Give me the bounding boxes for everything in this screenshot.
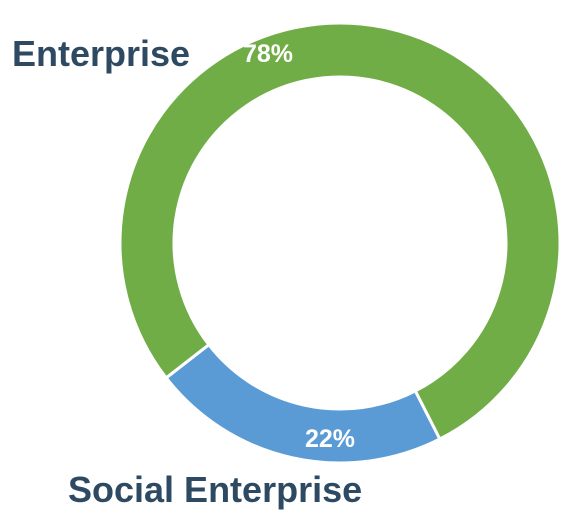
category-label-enterprise: Enterprise bbox=[12, 33, 190, 74]
slice-social-enterprise bbox=[164, 342, 442, 465]
category-label-social-enterprise: Social Enterprise bbox=[68, 469, 362, 510]
value-label-social-enterprise: 22% bbox=[305, 425, 355, 453]
value-label-enterprise: 78% bbox=[243, 40, 293, 68]
slice-enterprise bbox=[118, 21, 562, 442]
slices-group bbox=[118, 21, 562, 465]
